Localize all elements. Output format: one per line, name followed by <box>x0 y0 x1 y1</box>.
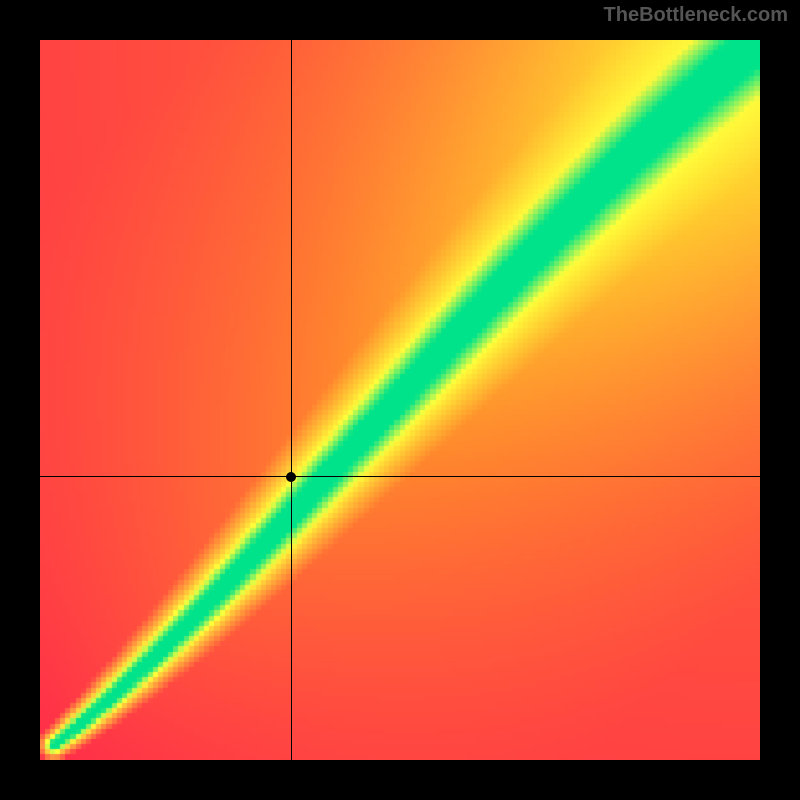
crosshair-vertical <box>291 40 292 760</box>
heatmap-canvas <box>40 40 760 760</box>
heatmap-plot <box>40 40 760 760</box>
watermark-text: TheBottleneck.com <box>604 4 788 27</box>
bottleneck-point <box>286 472 296 482</box>
crosshair-horizontal <box>40 476 760 477</box>
